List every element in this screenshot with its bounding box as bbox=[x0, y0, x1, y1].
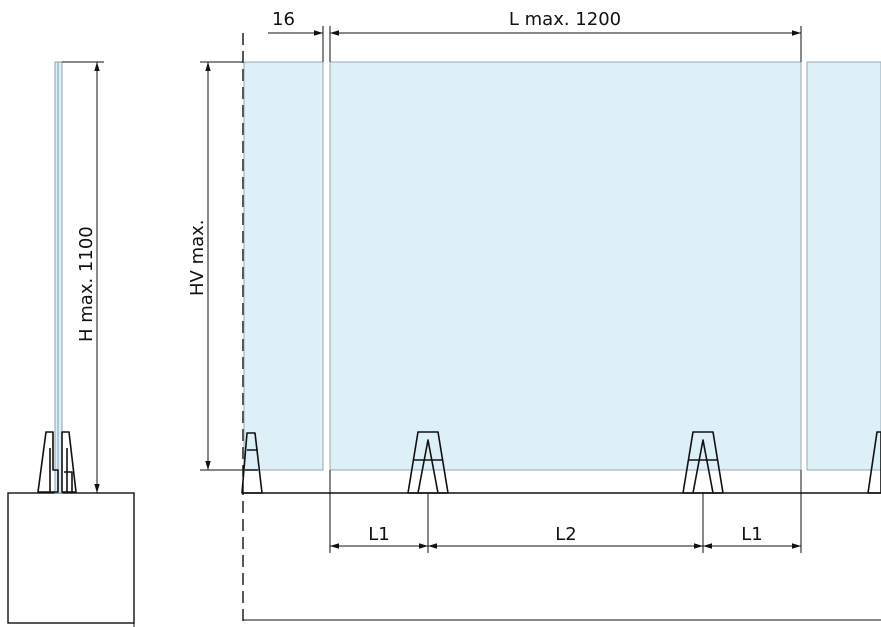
side-glass-pane bbox=[54, 61, 63, 494]
l1-right-label: L1 bbox=[741, 524, 762, 545]
front-view: HV max. 16 L max. 1200 L1 L2 L1 bbox=[187, 9, 881, 627]
glass-panel-right-partial bbox=[806, 61, 881, 471]
l-max-label: L max. 1200 bbox=[509, 9, 621, 30]
gap-label: 16 bbox=[272, 9, 295, 30]
glass-panel-left-partial bbox=[243, 61, 324, 471]
h-max-label: H max. 1100 bbox=[76, 226, 97, 342]
clamp-foot-4 bbox=[867, 431, 881, 494]
clamp-foot-3 bbox=[682, 431, 724, 494]
hv-max-label: HV max. bbox=[187, 219, 208, 296]
side-clamp bbox=[37, 431, 77, 493]
side-slab bbox=[7, 492, 135, 624]
clamp-foot-2 bbox=[407, 431, 449, 494]
l1-left-label: L1 bbox=[368, 524, 389, 545]
glass-panel-main bbox=[329, 61, 802, 471]
clamp-foot-1 bbox=[241, 432, 263, 494]
l2-label: L2 bbox=[555, 524, 576, 545]
side-view: H max. 1100 bbox=[7, 61, 135, 627]
